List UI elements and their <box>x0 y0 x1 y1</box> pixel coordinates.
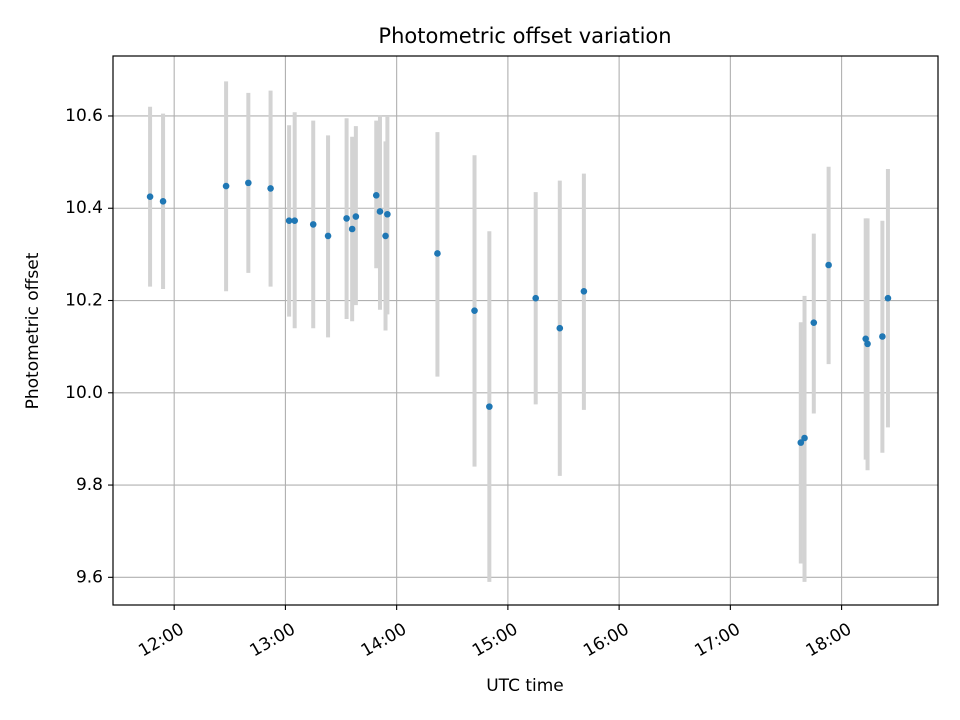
data-point <box>486 403 493 410</box>
data-point <box>556 324 564 332</box>
y-tick-label: 9.8 <box>76 475 103 495</box>
data-point <box>309 221 317 228</box>
data-point <box>267 185 274 192</box>
data-point <box>884 294 892 302</box>
data-point <box>324 232 332 240</box>
plot-frame <box>112 55 939 606</box>
y-tick-label: 10.2 <box>65 291 103 311</box>
data-point <box>285 217 293 224</box>
data-point <box>146 193 154 201</box>
data-point <box>825 261 832 269</box>
data-point <box>348 225 356 233</box>
data-point <box>222 182 230 190</box>
data-point <box>864 340 871 348</box>
chart-title: Photometric offset variation <box>378 24 671 48</box>
x-axis-title: UTC time <box>486 676 564 696</box>
y-tick-label: 10.6 <box>65 106 103 126</box>
y-tick-label: 10.0 <box>65 383 103 403</box>
data-point <box>797 439 805 446</box>
data-point <box>245 179 252 187</box>
data-point <box>580 287 588 295</box>
data-point <box>382 232 389 240</box>
data-point <box>343 215 350 222</box>
point-layer <box>146 179 892 446</box>
data-point <box>471 307 478 314</box>
y-tick-label: 10.4 <box>65 198 103 218</box>
data-point <box>810 319 818 326</box>
data-point <box>862 335 869 343</box>
data-point <box>376 208 384 215</box>
data-point <box>801 434 808 442</box>
data-point <box>291 217 298 224</box>
data-point <box>372 192 380 199</box>
data-point <box>159 198 167 205</box>
data-point <box>352 213 360 220</box>
y-axis-title: Photometric offset <box>23 252 43 409</box>
data-point <box>532 294 539 302</box>
data-point <box>384 210 391 218</box>
data-point <box>434 250 441 257</box>
data-point <box>879 333 886 340</box>
y-tick-label: 9.6 <box>76 567 103 587</box>
